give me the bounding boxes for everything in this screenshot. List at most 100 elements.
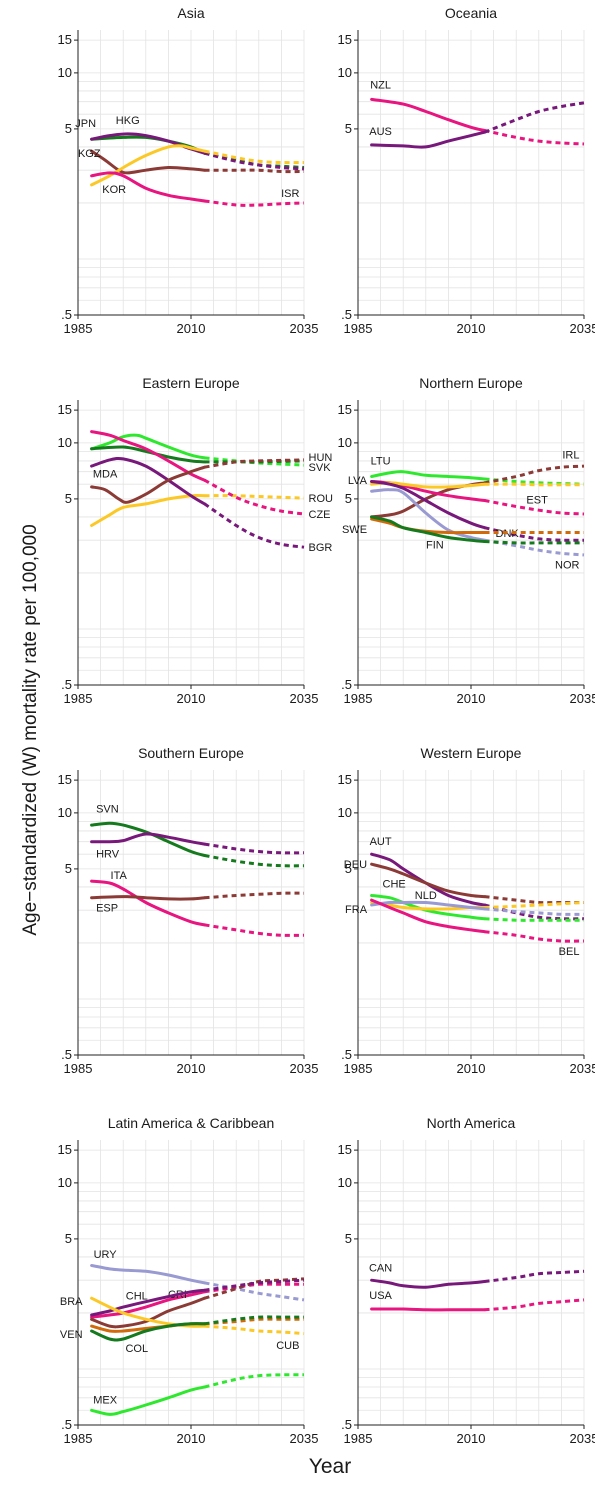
series-line-hun-observed: [90, 433, 207, 460]
panel-north-america: North America .5 5 10 15 1985 2010 2035 CAN USA: [338, 1115, 595, 1446]
series-line-chl-observed: [90, 1290, 207, 1319]
series-line-mex-observed: [90, 1385, 207, 1416]
series-line-fin-observed: [370, 515, 487, 543]
series-line-col-projected: [204, 1315, 304, 1326]
panel-latin-america-caribbean: Latin America & Caribbean .5 5 10 15 1985 2010…: [58, 1115, 319, 1446]
y-tick-label: 15: [58, 772, 72, 787]
series-line-jpn-projected: [204, 151, 305, 169]
series-line-chl-projected: [204, 1282, 304, 1294]
series-line-isr-observed: [90, 171, 207, 203]
y-tick-label: 15: [338, 772, 352, 787]
series-label-deu: DEU: [344, 859, 367, 871]
series-line-can-observed: [370, 1278, 487, 1289]
series-line-esp-observed: [90, 895, 207, 901]
series-line-ita-observed: [90, 879, 207, 927]
series-label-mda: MDA: [93, 469, 118, 481]
series-label-mex: MEX: [93, 1394, 118, 1406]
x-tick-label: 2035: [290, 1431, 319, 1446]
y-tick-label: 5: [65, 121, 72, 136]
series-line-fra-observed: [370, 900, 487, 911]
x-tick-label: 2035: [570, 691, 595, 706]
y-tick-label: 15: [58, 32, 72, 47]
series-line-aus-projected: [484, 101, 585, 134]
x-tick-label: 2010: [457, 1061, 486, 1076]
series-label-esp: ESP: [96, 903, 118, 915]
y-tick-label: 10: [58, 805, 72, 820]
series-label-lva: LVA: [348, 475, 368, 487]
series-line-svn-observed: [90, 821, 207, 857]
series-label-cub: CUB: [276, 1340, 299, 1352]
panel-title: North America: [427, 1115, 516, 1131]
series-label-irl: IRL: [562, 449, 579, 461]
series-line-mda-projected: [204, 458, 305, 469]
x-axis-label: Year: [309, 1455, 351, 1478]
series-line-cze-projected: [203, 478, 305, 516]
y-tick-label: 5: [345, 1231, 352, 1246]
series-label-che: CHE: [383, 878, 406, 890]
y-tick-label: .5: [61, 1047, 72, 1062]
series-label-col: COL: [125, 1343, 148, 1355]
series-line-deu-projected: [484, 895, 585, 905]
y-tick-label: .5: [61, 1417, 72, 1432]
x-tick-label: 2035: [290, 691, 319, 706]
panel-title: Southern Europe: [138, 745, 244, 761]
series-line-nzl-projected: [484, 129, 585, 146]
x-tick-label: 1985: [64, 691, 93, 706]
series-label-bel: BEL: [559, 946, 580, 958]
panel-northern-europe: Northern Europe .5 5 10 15 1985 2010 2035 LTU IRL…: [338, 375, 595, 706]
series-line-dnk-observed: [370, 480, 487, 530]
series-label-hkg: HKG: [116, 115, 140, 127]
panel-title: Western Europe: [421, 745, 522, 761]
series-label-svn: SVN: [96, 804, 119, 816]
panel-oceania: Oceania .5 5 10 15 1985 2010 2035 NZL AUS: [338, 5, 595, 336]
series-line-kor-projected: [204, 149, 305, 165]
y-tick-label: .5: [341, 307, 352, 322]
series-label-can: CAN: [369, 1263, 392, 1275]
series-line-can-projected: [484, 1269, 585, 1283]
x-tick-label: 1985: [64, 1061, 93, 1076]
series-label-cze: CZE: [309, 509, 331, 521]
series-label-ltu: LTU: [371, 456, 391, 468]
series-line-cub-observed: [90, 1296, 207, 1328]
series-label-nor: NOR: [555, 560, 580, 572]
series-line-isr-projected: [204, 199, 305, 207]
y-tick-label: .5: [341, 1417, 352, 1432]
x-tick-label: 2035: [290, 321, 319, 336]
y-tick-label: 15: [338, 32, 352, 47]
y-tick-label: 15: [338, 402, 352, 417]
series-label-bra: BRA: [60, 1296, 83, 1308]
series-label-svk: SVK: [309, 462, 332, 474]
y-tick-label: 15: [58, 402, 72, 417]
panel-title: Oceania: [445, 5, 497, 21]
series-line-fra-projected: [484, 907, 585, 916]
series-line-est-projected: [484, 499, 585, 516]
series-line-hrv-observed: [90, 832, 207, 846]
series-label-ita: ITA: [111, 870, 128, 882]
x-tick-label: 2035: [570, 1431, 595, 1446]
series-label-aut: AUT: [370, 836, 392, 848]
y-tick-label: 10: [338, 1175, 352, 1190]
y-tick-label: .5: [341, 1047, 352, 1062]
y-tick-label: 5: [65, 861, 72, 876]
x-tick-label: 1985: [344, 1431, 373, 1446]
x-tick-label: 2035: [570, 1061, 595, 1076]
series-line-cze-observed: [90, 430, 207, 482]
panel-southern-europe: Southern Europe .5 5 10 15 1985 2010 2035 SVN HRV…: [58, 745, 319, 1076]
series-line-aus-observed: [370, 130, 487, 149]
panel-title: Latin America & Caribbean: [108, 1115, 275, 1131]
x-tick-label: 2035: [570, 321, 595, 336]
series-label-rou: ROU: [309, 493, 334, 505]
x-tick-label: 2035: [290, 1061, 319, 1076]
y-tick-label: 10: [58, 65, 72, 80]
series-line-che-projected: [484, 917, 584, 922]
series-label-ven: VEN: [60, 1329, 83, 1341]
x-tick-label: 1985: [64, 321, 93, 336]
series-line-ury-observed: [90, 1264, 207, 1285]
series-line-bgr-projected: [203, 502, 305, 549]
series-line-deu-observed: [370, 862, 487, 899]
x-tick-label: 2010: [457, 691, 486, 706]
x-tick-label: 1985: [64, 1431, 93, 1446]
series-line-usa-projected: [484, 1298, 585, 1312]
series-line-nzl-observed: [370, 97, 487, 132]
